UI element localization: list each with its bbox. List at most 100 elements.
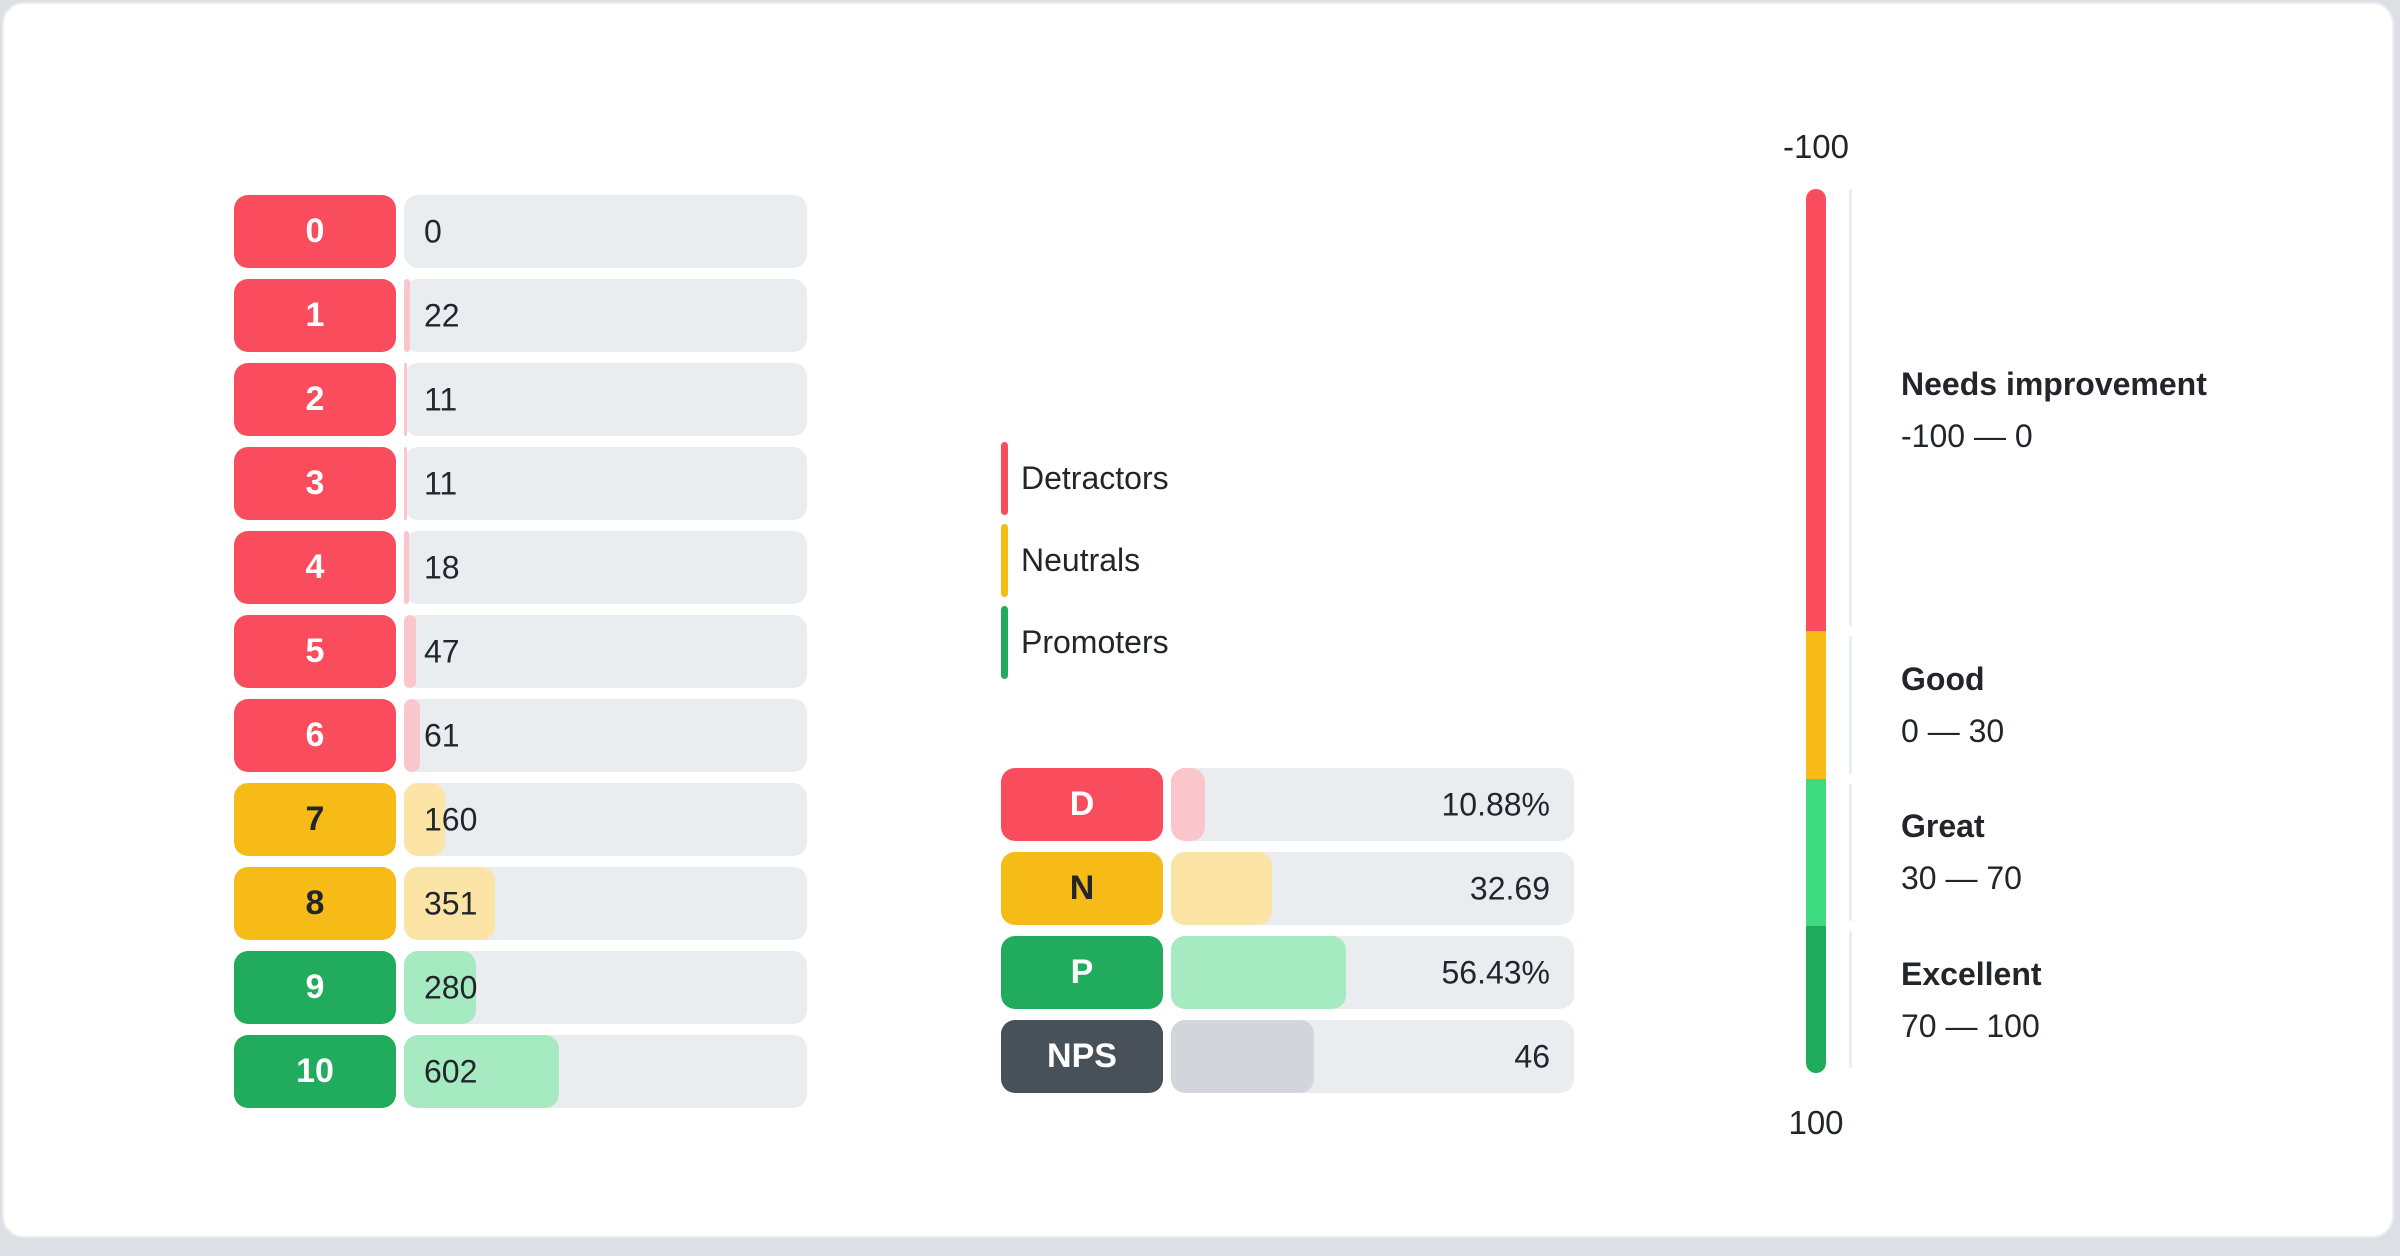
score-row-7: 7 160	[234, 783, 807, 856]
score-bar-fill-10	[404, 1035, 560, 1108]
legend-label: Detractors	[1021, 460, 1169, 496]
score-bar-fill-1	[404, 279, 410, 352]
score-chip-6: 6	[234, 699, 396, 772]
summary-bar-fill-nps	[1171, 1020, 1314, 1093]
gauge-zone-title: Excellent	[1901, 956, 2042, 992]
score-track-10: 602	[404, 1035, 807, 1108]
legend-swatch-promoters	[1001, 606, 1008, 679]
gauge-zone-excellent: Excellent 70 — 100	[1901, 954, 2042, 1046]
summary-value-n: 32.69	[1469, 870, 1550, 906]
gauge-zone-range: 0 — 30	[1901, 713, 2005, 749]
score-chip-10: 10	[234, 1035, 396, 1108]
score-bar-fill-8	[404, 867, 495, 940]
gauge-segment-needs-improvement	[1806, 189, 1826, 631]
score-chip-1: 1	[234, 279, 396, 352]
legend-label: Neutrals	[1021, 542, 1141, 578]
score-chip-7: 7	[234, 783, 396, 856]
score-bar-fill-7	[404, 783, 446, 856]
summary-chip-d: D	[1001, 768, 1163, 841]
summary-value-p: 56.43%	[1441, 954, 1550, 990]
score-bar-fill-6	[404, 699, 420, 772]
nps-summary-chart: D 10.88% N 32.69 P 56.43% NPS 46	[1001, 768, 1574, 1104]
summary-row-d: D 10.88%	[1001, 768, 1574, 841]
score-track-0: 0	[404, 195, 807, 268]
gauge-zone-title: Good	[1901, 661, 1985, 697]
gauge-axis-top-label: -100	[1782, 128, 1850, 165]
gauge-scale-line-great	[1849, 783, 1852, 922]
gauge-zone-range: -100 — 0	[1901, 418, 2033, 454]
summary-chip-nps: NPS	[1001, 1020, 1163, 1093]
summary-row-n: N 32.69	[1001, 852, 1574, 925]
score-track-6: 61	[404, 699, 807, 772]
gauge-zone-good: Good 0 — 30	[1901, 659, 2004, 751]
score-row-10: 10 602	[234, 1035, 807, 1108]
score-count-6: 61	[424, 717, 460, 753]
legend-item-neutrals: Neutrals	[1001, 524, 1169, 597]
gauge-scale-line-excellent	[1849, 931, 1852, 1068]
legend-label: Promoters	[1021, 624, 1169, 660]
score-chip-4: 4	[234, 531, 396, 604]
score-row-8: 8 351	[234, 867, 807, 940]
summary-track-nps: 46	[1171, 1020, 1574, 1093]
gauge-zone-range: 30 — 70	[1901, 860, 2022, 896]
score-bar-fill-2	[404, 363, 407, 436]
score-count-1: 22	[424, 297, 460, 333]
score-row-5: 5 47	[234, 615, 807, 688]
score-count-3: 11	[424, 465, 458, 501]
gauge-zone-title: Great	[1901, 808, 1985, 844]
score-count-7: 160	[424, 801, 478, 837]
summary-bar-fill-n	[1171, 852, 1273, 925]
summary-track-d: 10.88%	[1171, 768, 1574, 841]
score-row-3: 3 11	[234, 447, 807, 520]
score-track-9: 280	[404, 951, 807, 1024]
summary-row-nps: NPS 46	[1001, 1020, 1574, 1093]
summary-track-p: 56.43%	[1171, 936, 1574, 1009]
score-chip-9: 9	[234, 951, 396, 1024]
score-bar-fill-4	[404, 531, 409, 604]
score-row-4: 4 18	[234, 531, 807, 604]
nps-legend: Detractors Neutrals Promoters	[1001, 442, 1169, 688]
summary-chip-p: P	[1001, 936, 1163, 1009]
gauge-segment-good	[1806, 631, 1826, 779]
gauge-zone-great: Great 30 — 70	[1901, 806, 2022, 898]
score-track-1: 22	[404, 279, 807, 352]
legend-swatch-detractors	[1001, 442, 1008, 515]
summary-value-d: 10.88%	[1441, 786, 1550, 822]
gauge-zone-needs-improvement: Needs improvement -100 — 0	[1901, 364, 2207, 456]
summary-bar-fill-p	[1171, 936, 1346, 1009]
gauge-axis-bottom-label: 100	[1788, 1104, 1844, 1141]
nps-gauge-scale-line	[1849, 189, 1852, 1073]
score-row-1: 1 22	[234, 279, 807, 352]
score-count-8: 351	[424, 885, 478, 921]
score-track-2: 11	[404, 363, 807, 436]
score-chip-3: 3	[234, 447, 396, 520]
score-count-4: 18	[424, 549, 460, 585]
legend-item-promoters: Promoters	[1001, 606, 1169, 679]
score-row-6: 6 61	[234, 699, 807, 772]
score-chip-0: 0	[234, 195, 396, 268]
score-track-7: 160	[404, 783, 807, 856]
score-chip-5: 5	[234, 615, 396, 688]
score-bar-fill-5	[404, 615, 417, 688]
score-count-0: 0	[424, 213, 442, 249]
score-chip-2: 2	[234, 363, 396, 436]
gauge-scale-line-needs-improvement	[1849, 189, 1852, 626]
summary-row-p: P 56.43%	[1001, 936, 1574, 1009]
score-row-2: 2 11	[234, 363, 807, 436]
score-count-9: 280	[424, 969, 478, 1005]
gauge-segment-great	[1806, 778, 1826, 927]
score-track-5: 47	[404, 615, 807, 688]
score-chip-8: 8	[234, 867, 396, 940]
score-distribution-chart: 0 0 1 22 2 11 3 11 4 18 5 47 6 61 7 160 8 351 9 280 10 602	[234, 195, 807, 1119]
summary-value-nps: 46	[1514, 1038, 1550, 1074]
summary-chip-n: N	[1001, 852, 1163, 925]
score-count-2: 11	[424, 381, 458, 417]
score-track-4: 18	[404, 531, 807, 604]
score-row-9: 9 280	[234, 951, 807, 1024]
score-bar-fill-3	[404, 447, 407, 520]
score-bar-fill-9	[404, 951, 477, 1024]
nps-gauge-zone-labels: Needs improvement -100 — 0 Good 0 — 30 Great…	[1901, 189, 2371, 1073]
